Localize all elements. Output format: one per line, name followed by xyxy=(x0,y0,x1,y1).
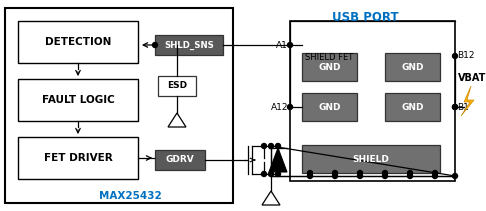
Bar xyxy=(290,21,455,181)
Text: MAX25432: MAX25432 xyxy=(99,191,161,201)
Text: SHIELD FET: SHIELD FET xyxy=(305,53,353,62)
Circle shape xyxy=(288,104,293,110)
Text: B1: B1 xyxy=(457,103,469,111)
Bar xyxy=(385,53,440,81)
Circle shape xyxy=(276,143,280,149)
Circle shape xyxy=(153,42,157,47)
Circle shape xyxy=(382,173,387,179)
Circle shape xyxy=(268,143,274,149)
Bar xyxy=(302,53,357,81)
Bar xyxy=(18,137,138,179)
Circle shape xyxy=(358,173,363,179)
Bar xyxy=(155,150,205,170)
Circle shape xyxy=(407,170,413,176)
Text: GND: GND xyxy=(318,103,341,111)
Text: B12: B12 xyxy=(457,51,474,61)
Polygon shape xyxy=(461,86,474,116)
Circle shape xyxy=(268,172,274,176)
Bar xyxy=(155,35,223,55)
Bar xyxy=(5,8,233,203)
Text: GDRV: GDRV xyxy=(166,156,194,165)
Circle shape xyxy=(452,104,457,110)
Circle shape xyxy=(452,104,457,110)
Circle shape xyxy=(332,173,337,179)
Bar xyxy=(18,21,138,63)
Circle shape xyxy=(382,170,387,176)
Circle shape xyxy=(433,170,437,176)
Bar xyxy=(302,93,357,121)
Circle shape xyxy=(308,173,312,179)
Text: DETECTION: DETECTION xyxy=(45,37,111,47)
Circle shape xyxy=(332,170,337,176)
Circle shape xyxy=(276,172,280,176)
Circle shape xyxy=(433,173,437,179)
Text: VBAT: VBAT xyxy=(458,73,486,83)
Circle shape xyxy=(452,54,457,58)
Circle shape xyxy=(308,170,312,176)
Text: GND: GND xyxy=(318,62,341,72)
Polygon shape xyxy=(269,148,287,172)
Circle shape xyxy=(452,173,457,179)
Text: FAULT LOGIC: FAULT LOGIC xyxy=(42,95,114,105)
Circle shape xyxy=(261,172,266,176)
Bar xyxy=(302,145,440,173)
Bar xyxy=(18,79,138,121)
Circle shape xyxy=(407,173,413,179)
Text: A1: A1 xyxy=(276,41,288,50)
Text: ESD: ESD xyxy=(167,81,187,91)
Text: USB PORT: USB PORT xyxy=(331,11,399,24)
Bar xyxy=(158,76,196,96)
Circle shape xyxy=(261,143,266,149)
Text: SHLD_SNS: SHLD_SNS xyxy=(164,41,214,50)
Text: GND: GND xyxy=(401,103,424,111)
Bar xyxy=(385,93,440,121)
Text: SHIELD: SHIELD xyxy=(352,154,389,164)
Circle shape xyxy=(288,42,293,47)
Text: FET DRIVER: FET DRIVER xyxy=(44,153,112,163)
Text: GND: GND xyxy=(401,62,424,72)
Text: A12: A12 xyxy=(271,103,288,111)
Circle shape xyxy=(358,170,363,176)
